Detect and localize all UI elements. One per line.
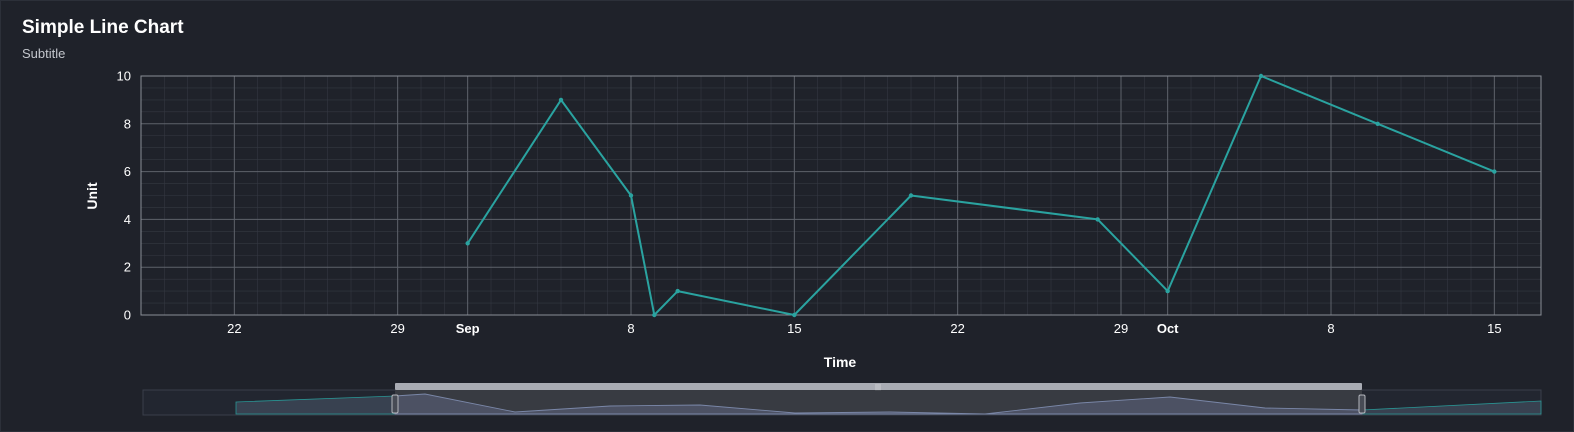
y-axis-label: Unit — [84, 182, 100, 210]
data-point[interactable] — [465, 241, 470, 246]
y-tick-label: 8 — [124, 116, 131, 131]
navigator-right-handle[interactable] — [1358, 394, 1366, 414]
navigator-scrollbar-grip: ||| — [875, 384, 881, 391]
chart-title: Simple Line Chart — [22, 17, 184, 38]
data-point[interactable] — [908, 193, 914, 198]
x-tick-label: 22 — [950, 321, 964, 336]
x-tick-label: 8 — [1327, 321, 1334, 336]
navigator-left-handle[interactable] — [391, 394, 399, 414]
y-tick-label: 10 — [117, 69, 131, 84]
x-tick-label: 15 — [1487, 321, 1501, 336]
data-point[interactable] — [628, 193, 634, 198]
y-tick-label: 2 — [124, 260, 131, 275]
x-tick-label: Sep — [456, 321, 480, 336]
y-tick-label: 4 — [124, 212, 131, 227]
minor-grid — [140, 76, 1542, 315]
x-axis-ticks: 22 29 Sep 8 15 22 29 Oct 8 15 — [227, 321, 1501, 336]
y-tick-label: 0 — [124, 308, 131, 323]
x-tick-label: 29 — [1114, 321, 1128, 336]
navigator-scrollbar[interactable] — [395, 383, 1362, 390]
data-point[interactable] — [1492, 169, 1497, 174]
data-point[interactable] — [1165, 288, 1170, 294]
data-point[interactable] — [675, 288, 680, 294]
data-point[interactable] — [652, 312, 657, 318]
data-point[interactable] — [558, 97, 564, 103]
series-line[interactable] — [466, 75, 1495, 316]
y-axis-ticks: 0 2 4 6 8 10 — [117, 69, 131, 323]
data-point[interactable] — [1375, 121, 1380, 127]
range-navigator[interactable]: ||| — [142, 383, 1542, 416]
plot-border — [140, 75, 1542, 316]
data-point[interactable] — [1095, 217, 1100, 222]
data-point[interactable] — [1258, 73, 1264, 79]
series-layer — [465, 73, 1497, 318]
x-tick-label: 29 — [390, 321, 404, 336]
x-tick-label: 22 — [227, 321, 241, 336]
x-axis-label: Time — [824, 354, 857, 370]
x-tick-label: 15 — [787, 321, 801, 336]
chart-subtitle: Subtitle — [22, 46, 66, 61]
y-tick-label: 6 — [124, 164, 131, 179]
x-tick-label: Oct — [1157, 321, 1179, 336]
x-tick-label: 8 — [627, 321, 634, 336]
data-point[interactable] — [792, 312, 797, 318]
